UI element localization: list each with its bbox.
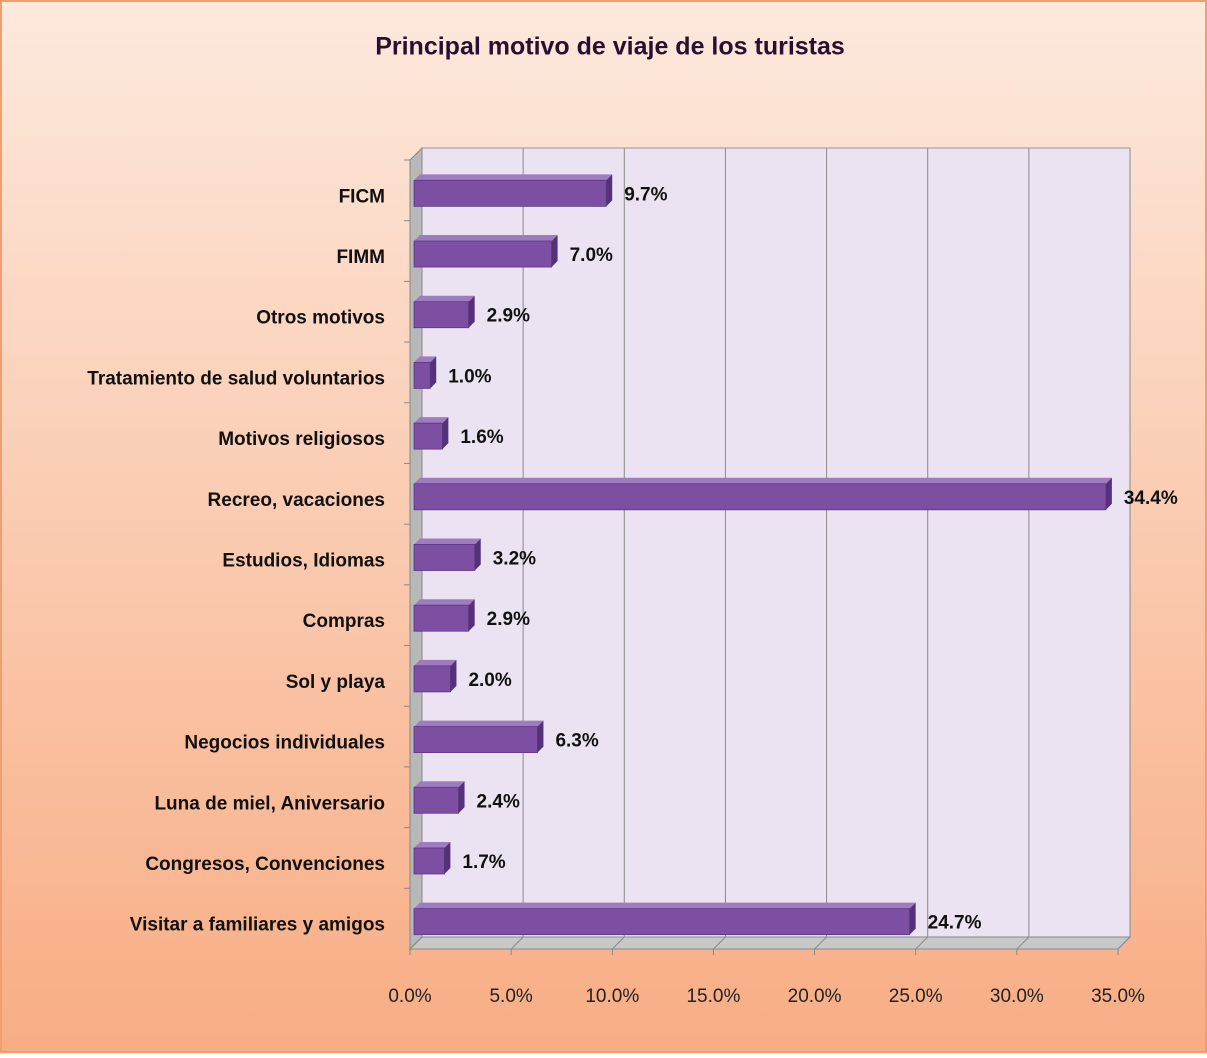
bar [413,726,538,753]
grid-line [1016,148,1030,950]
bar-top [414,235,558,242]
bar-side [468,599,475,632]
x-tick-label: 0.0% [388,986,431,1007]
y-tick-label: Luna de miel, Aniversario [154,793,385,814]
bar [413,908,911,936]
bar-side [458,781,465,814]
bar-top [414,659,457,666]
data-label: 1.6% [460,427,503,448]
x-tick-label: 25.0% [889,986,943,1007]
bar [413,362,431,389]
grid-line [713,148,726,950]
y-tick-label: Visitar a familiares y amigos [130,915,385,936]
bar-side [474,538,481,571]
bar-top [414,720,544,727]
bar-top [414,295,475,302]
data-label: 1.0% [448,366,491,387]
bar-top [414,356,437,363]
bar-top [414,902,916,909]
y-tick-label: Sol y playa [286,672,386,693]
bar [413,240,553,268]
bar-side [468,295,475,328]
bar [413,483,1107,511]
bar [413,786,459,814]
floor [408,936,1132,950]
y-tick-label: Otros motivos [256,308,385,329]
bar-side [442,417,449,450]
grid-line [611,148,625,950]
data-label: 1.7% [462,852,505,873]
x-tick-label: 35.0% [1091,986,1145,1007]
bar-top [414,841,451,848]
y-tick-label: Motivos religiosos [218,429,385,450]
bar-side [909,902,916,935]
data-label: 2.4% [477,791,520,812]
bar [413,604,470,632]
data-label: 7.0% [570,245,613,266]
bar-side [444,841,451,874]
grid-line [1117,148,1131,950]
data-label: 2.9% [487,306,530,327]
y-tick-label: Estudios, Idiomas [222,551,385,572]
bar [413,179,607,207]
x-tick-label: 30.0% [990,986,1044,1007]
data-label: 6.3% [555,731,598,752]
bar-side [537,720,544,753]
bar-top [414,781,465,788]
bar-side [606,174,613,207]
bar-side [450,659,457,692]
data-label: 9.7% [624,184,667,205]
x-tick-label: 15.0% [686,986,740,1007]
y-tick-label: Recreo, vacaciones [208,490,385,511]
data-label: 2.0% [468,670,511,691]
y-tick-label: Tratamiento de salud voluntarios [87,368,385,389]
y-tick-label: Compras [303,611,385,632]
chart-title: Principal motivo de viaje de los turista… [375,33,845,61]
x-tick-label: 20.0% [788,986,842,1007]
grid-line [814,148,828,950]
data-label: 24.7% [928,913,982,934]
grid-line [915,148,929,950]
bar [413,665,451,693]
bar-top [414,417,449,424]
grid-line [510,148,524,950]
data-label: 2.9% [487,609,530,630]
bar [413,847,445,875]
bar-side [430,356,437,389]
y-tick-label: FIMM [336,247,385,268]
data-label: 34.4% [1124,488,1178,509]
data-label: 3.2% [493,549,536,570]
bar-top [414,538,481,545]
y-tick-label: Negocios individuales [184,733,385,754]
bar [413,544,476,571]
x-tick-label: 5.0% [489,986,532,1007]
bar-side [551,235,558,268]
bar-top [414,477,1112,484]
bar [413,422,443,450]
y-tick-label: Congresos, Convenciones [145,854,385,875]
bar-top [414,599,475,606]
bar [413,301,470,329]
bar-top [414,174,613,181]
grid-line [409,148,423,950]
bar-side [1105,477,1112,510]
y-tick-label: FICM [339,186,385,207]
x-tick-label: 10.0% [585,986,639,1007]
